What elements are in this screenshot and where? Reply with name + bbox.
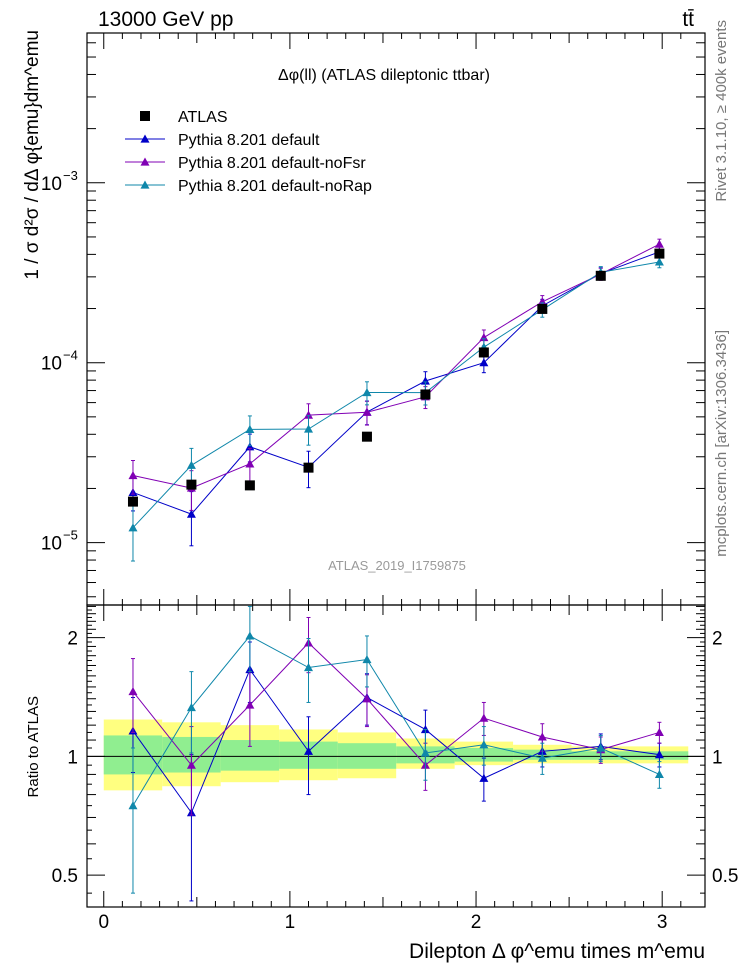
ratio-series-2-point-8 — [596, 743, 606, 752]
main-series-2-point-0 — [128, 471, 138, 480]
main-series-2-point-4 — [362, 407, 372, 416]
legend-entry-0: ATLAS — [178, 109, 228, 126]
legend-entry-1: Pythia 8.201 default — [178, 132, 320, 149]
main-series-0-point-6 — [478, 347, 489, 358]
ratio-y-tick-label-right-0: 0.5 — [712, 866, 738, 887]
ratio-series-2-point-7 — [537, 753, 547, 762]
main-series-0-point-3 — [303, 462, 314, 473]
mcplots-label: mcplots.cern.ch [arXiv:1306.3436] — [713, 330, 730, 557]
rivet-label: Rivet 3.1.10, ≥ 400k events — [713, 20, 730, 202]
ratio-series-1-point-7 — [537, 732, 547, 741]
main-series-3-point-0 — [128, 523, 138, 532]
legend-entry-3: Pythia 8.201 default-noRap — [178, 178, 372, 195]
main-series-3-point-4 — [362, 387, 372, 397]
main-series-3-point-2 — [245, 424, 255, 433]
ratio-series-1-point-6 — [479, 713, 489, 722]
main-series-3-point-9 — [654, 257, 664, 266]
main-series-0-point-5 — [420, 389, 431, 400]
ratio-y-tick-label-left-0: 0.5 — [52, 866, 78, 887]
ratio-y-tick-label-left-2: 2 — [67, 629, 78, 650]
x-tick-label-0: 0 — [98, 912, 109, 933]
main-series-1-point-5 — [420, 376, 430, 385]
main-y-tick-label-exponent-2: −3 — [63, 168, 78, 183]
main-series-1-point-1 — [186, 509, 196, 518]
main-series-0-point-4 — [361, 431, 372, 442]
ratio-series-2-point-2 — [245, 631, 255, 640]
ratio-series-2-point-0 — [128, 801, 138, 810]
main-series-0-point-1 — [186, 479, 197, 490]
main-series-2-point-6 — [479, 333, 489, 342]
main-series-2-point-3 — [304, 410, 314, 419]
legend-marker-3 — [140, 180, 150, 189]
ratio-series-1-point-4 — [362, 694, 372, 703]
legend-entry-2: Pythia 8.201 default-noFsr — [178, 155, 366, 172]
ratio-series-1-line — [132, 642, 660, 766]
ratio-y-axis-label: Ratio to ATLAS — [25, 696, 42, 797]
main-series-0-point-0 — [127, 496, 138, 507]
ratio-series-2-point-4 — [362, 655, 372, 664]
x-axis-label: Dilepton Δ φ^emu times m^emu — [409, 940, 705, 963]
main-series-3-point-1 — [186, 460, 196, 469]
main-series-1-point-6 — [479, 358, 489, 367]
energy-label: 13000 GeV pp — [98, 8, 233, 31]
main-y-tick-label-exponent-1: −4 — [63, 348, 78, 363]
legend-marker-0 — [140, 111, 150, 121]
ratio-series-2-point-9 — [654, 769, 664, 779]
main-y-tick-label-1: 10 — [41, 354, 62, 375]
ratio-series-1-point-1 — [186, 760, 196, 769]
main-series-2-point-9 — [654, 239, 664, 248]
main-y-tick-label-2: 10 — [41, 174, 62, 195]
main-series-2-point-7 — [537, 297, 547, 306]
main-series-3-point-3 — [304, 424, 314, 433]
ratio-series-2-point-6 — [479, 740, 489, 749]
main-series-0-point-9 — [654, 248, 665, 259]
legend-marker-2 — [140, 157, 150, 166]
ratio-series-0-line — [132, 668, 660, 814]
plot-title: Δφ(ll) (ATLAS dileptonic ttbar) — [278, 67, 490, 84]
ratio-y-tick-label-right-2: 2 — [712, 629, 723, 650]
ratio-series-2-point-5 — [420, 748, 430, 757]
ratio-series-0-point-3 — [304, 746, 314, 755]
ratio-series-0-point-6 — [479, 773, 489, 782]
process-label: tt̄ — [682, 8, 694, 31]
ratio-series-2-point-3 — [304, 663, 314, 672]
x-tick-label-2: 2 — [471, 912, 482, 933]
analysis-label: ATLAS_2019_I1759875 — [328, 558, 466, 573]
main-series-1-line — [132, 251, 660, 515]
ratio-series-1-point-2 — [245, 700, 255, 709]
main-series-2-line — [132, 243, 660, 489]
ratio-series-1-point-0 — [128, 687, 138, 696]
main-series-0-point-8 — [595, 270, 606, 281]
main-y-axis-label: 1 / σ d²σ / dΔ φ{emu}dm^emu — [22, 30, 43, 280]
ratio-y-tick-label-right-1: 1 — [712, 747, 723, 768]
ratio-series-2-point-1 — [186, 703, 196, 712]
ratio-y-tick-label-left-1: 1 — [67, 747, 78, 768]
legend-marker-1 — [140, 134, 150, 143]
main-series-0-point-2 — [244, 480, 255, 491]
x-tick-label-3: 3 — [657, 912, 668, 933]
main-y-tick-label-exponent-0: −5 — [63, 528, 78, 543]
x-tick-label-1: 1 — [285, 912, 296, 933]
main-series-3-line — [132, 261, 660, 529]
main-series-0-point-7 — [537, 303, 548, 314]
ratio-series-2-line — [132, 635, 660, 806]
main-series-1-point-2 — [245, 442, 255, 451]
main-y-tick-label-0: 10 — [41, 534, 62, 555]
ratio-series-1-point-9 — [654, 727, 664, 737]
ratio-series-0-point-9 — [654, 750, 664, 759]
main-series-2-point-2 — [245, 459, 255, 468]
